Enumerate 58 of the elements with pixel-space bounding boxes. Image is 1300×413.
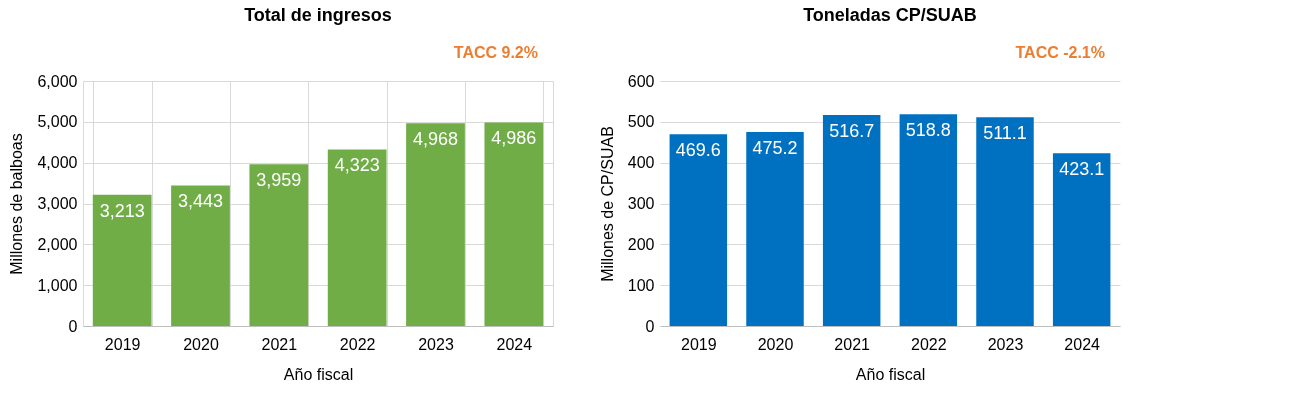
y-tick-label: 1,000 [37,276,78,294]
x-axis-title: Año fiscal [855,365,926,383]
y-tick-label: 100 [627,276,655,294]
y-tick-label: 0 [68,317,78,335]
y-axis-title: Millones de CP/SUAB [598,126,616,282]
data-label: 469.6 [675,140,721,161]
data-label: 4,323 [334,155,380,176]
y-tick-label: 600 [627,72,655,90]
bar [171,185,230,326]
y-tick-label: 6,000 [37,72,78,90]
y-tick-label: 500 [627,113,655,131]
x-tick-label: 2024 [1064,335,1101,353]
bar [669,134,728,326]
chart-title: Toneladas CP/SUAB [803,5,977,25]
y-tick-label: 4,000 [37,154,78,172]
bar [976,117,1034,326]
x-tick-label: 2021 [261,335,298,353]
y-axis-title: Millones de balboas [8,133,26,275]
text: TACC -2.1% [1015,44,1105,61]
y-tick-label: 200 [627,235,655,253]
data-label: 3,213 [99,200,145,221]
y-tick-label: 300 [627,195,655,212]
text: TACC 9.2% [453,44,538,61]
x-tick-label: 2024 [496,335,533,353]
data-label: 3,443 [177,191,224,212]
x-tick-label: 2019 [104,335,141,353]
x-tick-label: 2020 [757,335,794,353]
x-tick-label: 2019 [681,335,717,353]
x-tick-label: 2021 [834,335,871,353]
x-tick-label: 2020 [183,335,219,353]
y-tick-label: 400 [627,154,655,172]
x-tick-label: 2022 [911,335,947,353]
bar [899,114,958,326]
y-tick-label: 2,000 [37,235,78,253]
x-tick-label: 2023 [418,335,454,353]
data-label: 511.1 [983,123,1027,144]
data-label: 423.1 [1059,159,1105,180]
bar [746,131,804,326]
bar [92,194,152,326]
x-axis-title: Año fiscal [283,365,354,383]
bar [822,115,881,326]
data-label: 4,968 [412,129,459,150]
x-tick-label: 2023 [987,335,1024,353]
bar [327,149,387,326]
data-label: 518.8 [905,120,951,141]
y-tick-label: 5,000 [37,113,78,131]
bar [1052,153,1111,326]
chart-title: Total de ingresos [244,5,392,25]
y-tick-label: 0 [645,317,655,335]
bar [406,123,465,326]
bar [249,164,309,326]
data-label: 475.2 [752,137,798,158]
bar [484,122,544,326]
x-tick-label: 2022 [339,335,376,353]
data-label: 4,986 [491,128,537,149]
y-tick-label: 3,000 [37,195,78,212]
data-label: 3,959 [256,170,302,191]
data-label: 516.7 [829,121,875,142]
